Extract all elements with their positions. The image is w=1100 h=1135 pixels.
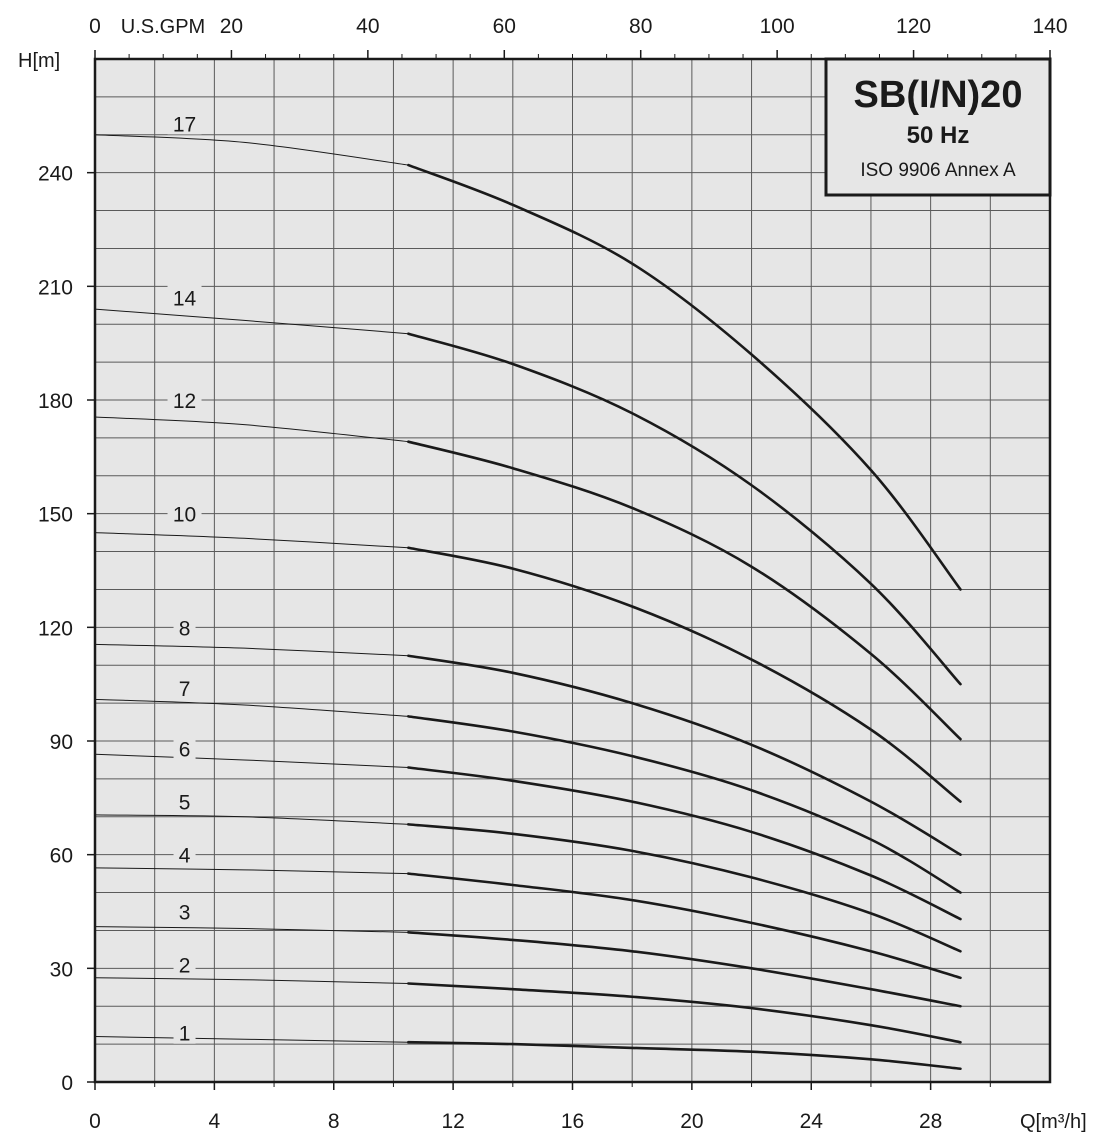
curve-label-background — [173, 951, 196, 976]
curve-label-10: 10 — [173, 504, 196, 527]
y-tick-label: 210 — [38, 276, 73, 299]
curve-14-stages-low-flow — [94, 308, 409, 335]
title-box-frame — [824, 57, 1052, 197]
curve-label-1: 1 — [179, 1023, 191, 1046]
curve-8-stages — [407, 654, 962, 856]
curve-1-stages — [407, 1040, 962, 1071]
curve-label-4: 4 — [179, 845, 191, 868]
chart-standard: ISO 9906 Annex A — [860, 160, 1016, 181]
x-tick-label: 28 — [919, 1110, 942, 1133]
curve-4-stages-low-flow — [94, 867, 409, 875]
curve-label-background — [173, 614, 196, 639]
y-tick-label: 30 — [50, 958, 73, 981]
curve-8-stages-low-flow — [94, 643, 409, 657]
curve-label-17: 17 — [173, 113, 196, 136]
curve-label-background — [173, 788, 196, 813]
x-tick-label: 0 — [89, 1110, 101, 1133]
x-tick-label: 12 — [441, 1110, 464, 1133]
x2-tick-label: 80 — [629, 15, 652, 38]
pump-curves — [94, 134, 962, 1071]
curve-14-stages — [407, 332, 962, 686]
x2-tick-label: 100 — [760, 15, 795, 38]
curve-label-background — [173, 1019, 196, 1044]
y-tick-label: 60 — [50, 845, 73, 868]
curve-label-5: 5 — [179, 792, 191, 815]
curve-label-background — [173, 674, 196, 699]
curve-1-stages-low-flow — [94, 1036, 409, 1043]
chart-title: SB(I/N)20 — [854, 74, 1023, 116]
y-tick-label: 0 — [61, 1072, 73, 1095]
curve-10-stages-low-flow — [94, 532, 409, 549]
y-axis-label: H[m] — [18, 50, 60, 72]
x2-tick-label: 60 — [493, 15, 516, 38]
x2-tick-label: 20 — [220, 15, 243, 38]
x2-tick-label: 0 — [89, 15, 101, 38]
curve-12-stages — [407, 440, 962, 741]
curve-label-background — [167, 284, 202, 309]
curve-5-stages-low-flow — [94, 814, 409, 825]
y-tick-label: 180 — [38, 390, 73, 413]
curve-label-background — [173, 735, 196, 760]
curve-label-2: 2 — [179, 955, 191, 978]
curve-17-stages — [407, 163, 962, 591]
curve-label-12: 12 — [173, 390, 196, 413]
curve-5-stages — [407, 823, 962, 953]
x-tick-label: 4 — [209, 1110, 221, 1133]
curve-label-7: 7 — [179, 678, 191, 701]
curve-7-stages-low-flow — [94, 698, 409, 717]
curve-label-6: 6 — [179, 739, 191, 762]
x-tick-label: 16 — [561, 1110, 584, 1133]
y-tick-label: 150 — [38, 504, 73, 527]
curve-label-background — [167, 110, 202, 135]
curve-3-stages-low-flow — [94, 926, 409, 933]
y-tick-label: 240 — [38, 163, 73, 186]
x2-label-background — [112, 12, 214, 38]
y-tick-label: 90 — [50, 731, 73, 754]
curve-2-stages-low-flow — [94, 977, 409, 984]
x-tick-label: 20 — [680, 1110, 703, 1133]
x-axis-label: Q[m³/h] — [1020, 1111, 1087, 1133]
grid — [95, 59, 1050, 1082]
curve-7-stages — [407, 715, 962, 894]
curve-label-background — [173, 841, 196, 866]
curve-label-background — [167, 387, 202, 411]
title-box: SB(I/N)20 50 Hz ISO 9906 Annex A — [824, 57, 1052, 197]
curve-label-14: 14 — [173, 288, 197, 311]
curve-4-stages — [407, 872, 962, 980]
x2-tick-label: 140 — [1032, 15, 1067, 38]
curve-label-8: 8 — [179, 617, 191, 640]
curve-3-stages — [407, 931, 962, 1008]
chart-subtitle: 50 Hz — [907, 122, 970, 149]
x2-tick-label: 120 — [896, 15, 931, 38]
curve-10-stages — [407, 546, 962, 803]
curve-12-stages-low-flow — [94, 416, 409, 443]
x-tick-label: 8 — [328, 1110, 340, 1133]
curve-6-stages-low-flow — [94, 753, 409, 769]
x2-tick-label: 40 — [356, 15, 379, 38]
curve-6-stages — [407, 766, 962, 921]
y-tick-label: 120 — [38, 617, 73, 640]
curve-17-stages-low-flow — [94, 134, 409, 166]
x-tick-label: 24 — [800, 1110, 824, 1133]
curve-label-background — [173, 898, 196, 923]
curve-label-background — [167, 500, 202, 525]
curve-2-stages — [407, 982, 962, 1044]
curve-label-3: 3 — [179, 902, 191, 925]
x2-axis-label: U.S.GPM — [121, 16, 205, 38]
